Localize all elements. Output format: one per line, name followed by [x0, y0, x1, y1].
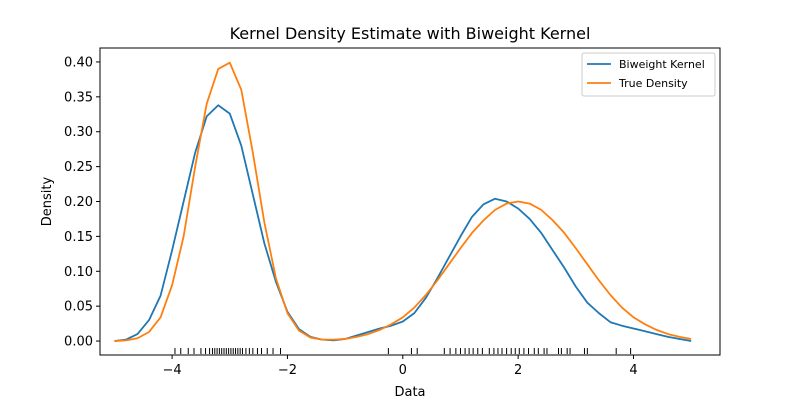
- chart-title: Kernel Density Estimate with Biweight Ke…: [230, 24, 591, 43]
- series-lines: [114, 61, 692, 342]
- y-tick-label: 0.10: [64, 265, 93, 280]
- y-tick-label: 0.40: [64, 55, 93, 70]
- x-axis-label: Data: [394, 385, 425, 400]
- y-tick-label: 0.30: [64, 125, 93, 140]
- y-tick-label: 0.25: [64, 160, 93, 175]
- series-line-1: [114, 61, 692, 342]
- x-tick-label: 2: [514, 363, 522, 378]
- x-axis-ticks: −4 −2 0 2 4: [163, 355, 638, 378]
- x-tick-label: 0: [399, 363, 407, 378]
- y-axis-label: Density: [40, 176, 55, 226]
- series-line-0: [114, 104, 692, 342]
- legend: Biweight Kernel True Density: [581, 52, 716, 97]
- y-tick-label: 0.05: [64, 300, 93, 315]
- y-tick-label: 0.35: [64, 90, 93, 105]
- y-tick-label: 0.15: [64, 230, 93, 245]
- legend-label-0: Biweight Kernel: [619, 58, 705, 71]
- legend-box: [581, 52, 716, 97]
- x-tick-label: 4: [629, 363, 637, 378]
- x-tick-label: −4: [163, 363, 182, 378]
- y-tick-label: 0.00: [64, 335, 93, 350]
- rug-marks: [174, 348, 632, 355]
- y-tick-label: 0.20: [64, 195, 93, 210]
- legend-label-1: True Density: [618, 77, 688, 90]
- x-tick-label: −2: [278, 363, 297, 378]
- y-axis-ticks: 0.00 0.05 0.10 0.15 0.20 0.25 0.30 0.35 0.40: [64, 55, 100, 350]
